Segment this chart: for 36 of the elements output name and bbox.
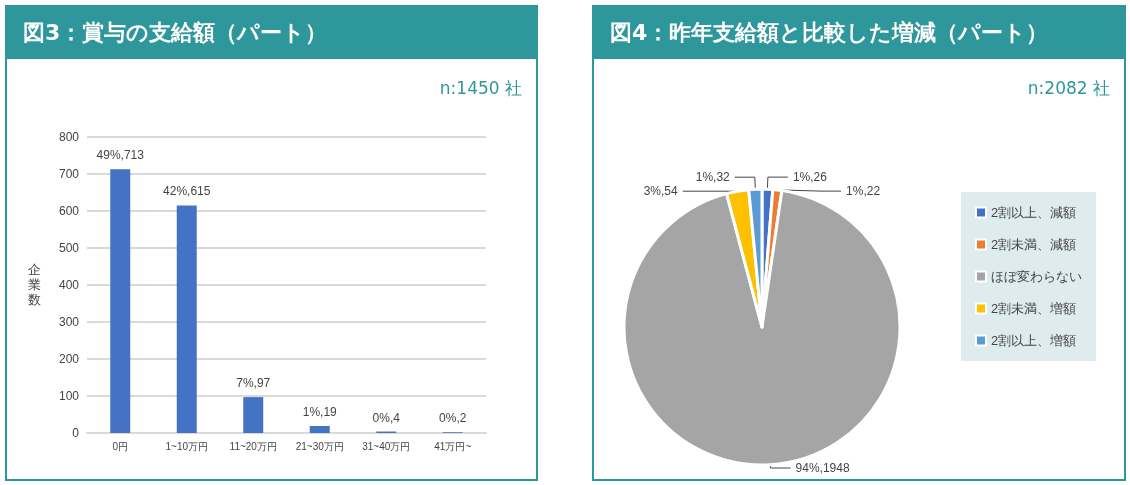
legend-label: 2割未満、増額 <box>991 301 1077 316</box>
y-tick-label: 800 <box>58 130 80 144</box>
data-label: 42%,615 <box>163 184 211 199</box>
data-label: 1%,19 <box>302 404 338 419</box>
data-label: 1%,26 <box>792 170 828 185</box>
legend-label: 2割以上、増額 <box>991 333 1077 348</box>
y-tick-label: 500 <box>58 241 80 255</box>
data-label: 1%,32 <box>695 170 731 185</box>
x-tick-label: 0円 <box>112 440 129 452</box>
data-label: 1%,22 <box>846 184 881 199</box>
chart-title: 図3：賞与の支給額（パート） <box>7 7 536 59</box>
y-axis-title: 企業数 <box>27 262 41 307</box>
chart-title: 図4：昨年支給額と比較した増減（パート） <box>594 7 1124 59</box>
y-tick-label: 300 <box>58 315 80 329</box>
y-tick-label: 700 <box>58 167 80 181</box>
y-tick-label: 0 <box>72 426 80 440</box>
y-tick-label: 600 <box>58 204 80 218</box>
x-tick-label: 21~30万円 <box>295 440 344 452</box>
y-tick-label: 400 <box>58 278 80 292</box>
data-label: 94%,1948 <box>795 461 850 475</box>
y-tick-label: 200 <box>58 352 80 366</box>
text: n:2082 社 <box>1027 77 1110 100</box>
data-label: 3%,54 <box>643 184 679 199</box>
x-tick-label: 1~10万円 <box>165 440 209 452</box>
data-label: 0%,2 <box>439 411 467 426</box>
data-label: 7%,97 <box>236 376 271 391</box>
data-label: 0%,4 <box>372 410 401 425</box>
text: n:1450 社 <box>439 77 522 100</box>
legend-label: ほぼ変わらない <box>991 269 1082 284</box>
y-tick-label: 100 <box>58 389 80 403</box>
legend-label: 2割未満、減額 <box>991 237 1077 252</box>
legend-label: 2割以上、減額 <box>991 205 1077 220</box>
x-tick-label: 41万円~ <box>434 440 472 452</box>
data-label: 49%,713 <box>96 148 145 163</box>
x-tick-label: 11~20万円 <box>229 440 277 452</box>
x-tick-label: 31~40万円 <box>362 440 411 452</box>
